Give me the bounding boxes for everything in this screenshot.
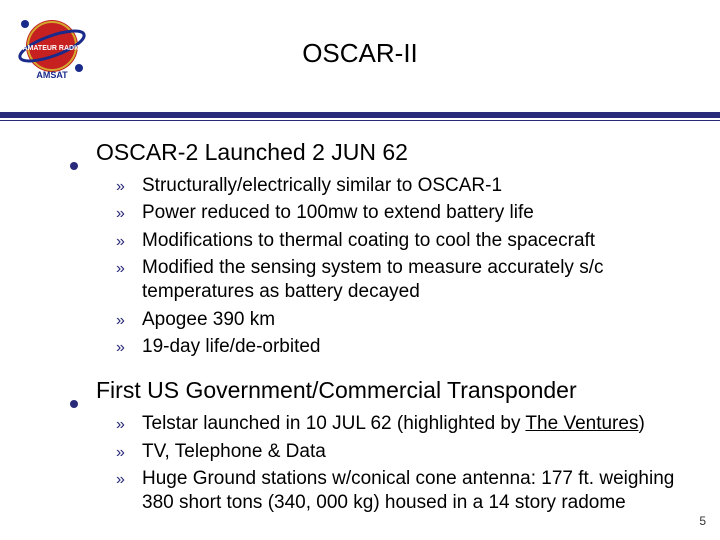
page-number: 5 <box>699 514 706 528</box>
svg-text:AMSAT: AMSAT <box>36 70 68 80</box>
text-fragment: ) <box>638 413 644 434</box>
amsat-logo: AMATEUR RADIO AMSAT <box>12 10 92 80</box>
list-item: » Huge Ground stations w/conical cone an… <box>116 467 680 516</box>
list-item-text: Huge Ground stations w/conical cone ante… <box>142 467 680 516</box>
chevron-bullet-icon: » <box>116 178 130 196</box>
section-1-items: » Telstar launched in 10 JUL 62 (highlig… <box>70 412 680 515</box>
chevron-bullet-icon: » <box>116 444 130 462</box>
chevron-bullet-icon: » <box>116 260 130 278</box>
chevron-bullet-icon: » <box>116 312 130 330</box>
list-item-text: Structurally/electrically similar to OSC… <box>142 174 502 198</box>
list-item: » Modifications to thermal coating to co… <box>116 229 680 253</box>
section-heading: First US Government/Commercial Transpond… <box>96 377 577 404</box>
chevron-bullet-icon: » <box>116 339 130 357</box>
slide-content: OSCAR-2 Launched 2 JUN 62 » Structurally… <box>0 121 720 515</box>
bullet-disc-icon <box>70 162 78 170</box>
chevron-bullet-icon: » <box>116 471 130 489</box>
list-item: » Power reduced to 100mw to extend batte… <box>116 201 680 225</box>
list-item: » Modified the sensing system to measure… <box>116 256 680 305</box>
list-item-text: Apogee 390 km <box>142 308 275 332</box>
list-item: » Apogee 390 km <box>116 308 680 332</box>
header-divider-thick <box>0 112 720 118</box>
chevron-bullet-icon: » <box>116 416 130 434</box>
list-item-text: TV, Telephone & Data <box>142 440 326 464</box>
list-item-text: 19-day life/de-orbited <box>142 335 321 359</box>
slide-header: AMATEUR RADIO AMSAT OSCAR-II <box>0 0 720 100</box>
list-item-text: Power reduced to 100mw to extend battery… <box>142 201 534 225</box>
svg-text:AMATEUR RADIO: AMATEUR RADIO <box>23 45 83 52</box>
chevron-bullet-icon: » <box>116 205 130 223</box>
list-item: » 19-day life/de-orbited <box>116 335 680 359</box>
bullet-disc-icon <box>70 400 78 408</box>
list-item: » TV, Telephone & Data <box>116 440 680 464</box>
list-item-text: Modifications to thermal coating to cool… <box>142 229 595 253</box>
section-heading: OSCAR-2 Launched 2 JUN 62 <box>96 139 408 166</box>
list-item: » Telstar launched in 10 JUL 62 (highlig… <box>116 412 680 436</box>
section-1: First US Government/Commercial Transpond… <box>70 377 680 515</box>
chevron-bullet-icon: » <box>116 233 130 251</box>
section-0-items: » Structurally/electrically similar to O… <box>70 174 680 359</box>
list-item-text: Telstar launched in 10 JUL 62 (highlight… <box>142 412 645 436</box>
section-heading-row: First US Government/Commercial Transpond… <box>70 377 680 404</box>
slide-title: OSCAR-II <box>0 0 720 69</box>
text-fragment: Telstar launched in 10 JUL 62 (highlight… <box>142 413 525 434</box>
list-item: » Structurally/electrically similar to O… <box>116 174 680 198</box>
list-item-text: Modified the sensing system to measure a… <box>142 256 680 305</box>
section-heading-row: OSCAR-2 Launched 2 JUN 62 <box>70 139 680 166</box>
section-0: OSCAR-2 Launched 2 JUN 62 » Structurally… <box>70 139 680 359</box>
text-underline: The Ventures <box>525 413 638 434</box>
